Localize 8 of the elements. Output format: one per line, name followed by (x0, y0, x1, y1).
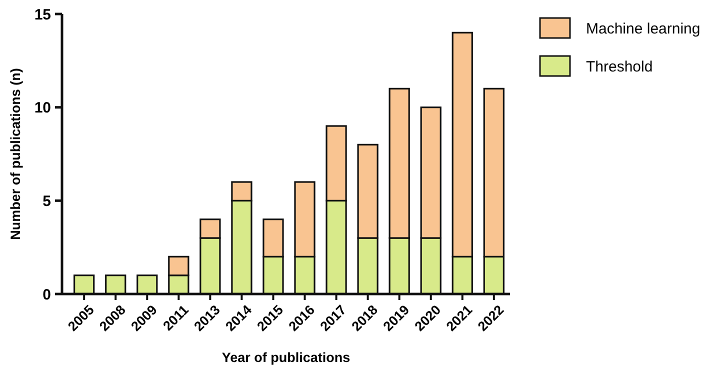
y-tick-label: 0 (42, 286, 51, 304)
legend-label: Threshold (586, 58, 653, 76)
x-axis-title: Year of publications (222, 350, 350, 365)
y-axis-title: Number of publications (n) (8, 68, 23, 240)
y-tick-label: 10 (34, 100, 51, 117)
y-tick-label: 5 (42, 192, 51, 210)
y-tick-label: 15 (34, 6, 51, 24)
legend-label: Machine learning (586, 20, 700, 38)
